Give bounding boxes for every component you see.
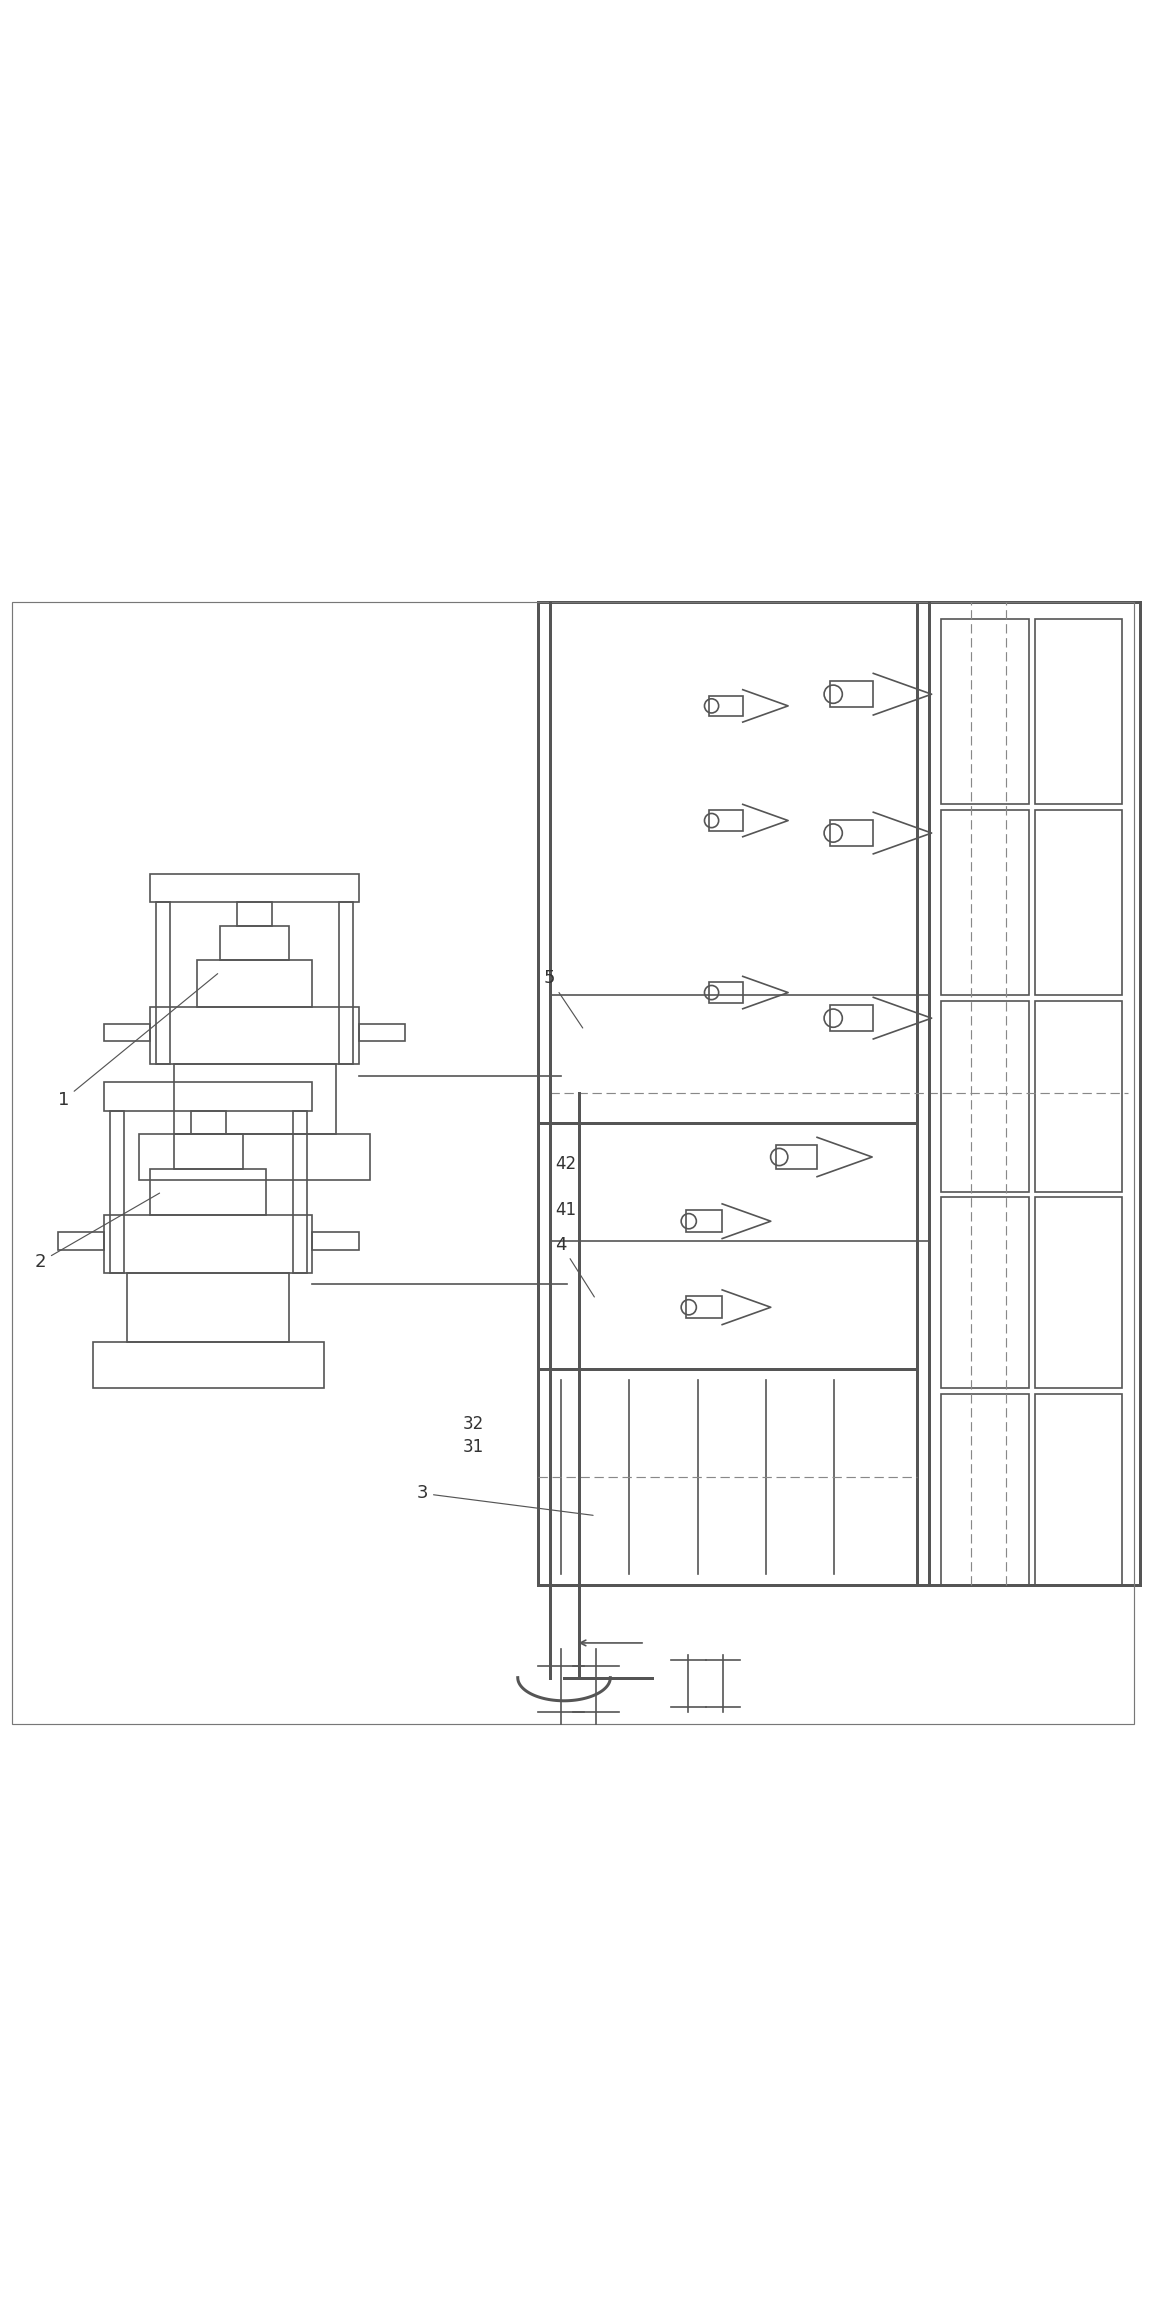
Bar: [830, 1004, 874, 1032]
Bar: [709, 810, 743, 831]
Bar: [709, 983, 743, 1002]
Bar: [941, 810, 1029, 995]
Bar: [174, 1064, 336, 1134]
Text: 2: 2: [35, 1194, 160, 1270]
Bar: [191, 1111, 226, 1134]
Bar: [110, 1111, 124, 1273]
Bar: [830, 819, 874, 847]
Bar: [197, 960, 312, 1007]
Bar: [830, 680, 874, 708]
Bar: [174, 1134, 243, 1169]
Bar: [941, 1199, 1029, 1388]
Bar: [139, 1134, 370, 1180]
Bar: [150, 1007, 359, 1064]
Text: 42: 42: [555, 1155, 576, 1173]
Bar: [293, 1111, 307, 1273]
Bar: [941, 1000, 1029, 1192]
Text: 1: 1: [58, 974, 218, 1108]
Bar: [941, 1393, 1029, 1585]
Text: 4: 4: [555, 1236, 595, 1296]
Bar: [312, 1231, 359, 1250]
Bar: [538, 1368, 918, 1585]
Bar: [1034, 1199, 1122, 1388]
Bar: [538, 1122, 918, 1368]
Bar: [220, 926, 289, 960]
Text: 32: 32: [463, 1414, 484, 1432]
Bar: [58, 1231, 104, 1250]
Bar: [237, 902, 272, 926]
Bar: [150, 875, 359, 902]
Bar: [1034, 1000, 1122, 1192]
Text: 41: 41: [555, 1201, 576, 1219]
Bar: [686, 1210, 722, 1231]
Bar: [686, 1296, 722, 1319]
Bar: [941, 620, 1029, 805]
Bar: [1034, 810, 1122, 995]
Bar: [775, 1145, 817, 1169]
Bar: [709, 697, 743, 715]
Bar: [104, 1023, 150, 1041]
Bar: [538, 602, 1140, 1585]
Bar: [359, 1023, 405, 1041]
Text: 5: 5: [544, 970, 583, 1027]
Bar: [339, 902, 353, 1064]
Bar: [538, 602, 918, 1122]
Bar: [156, 902, 170, 1064]
Bar: [150, 1169, 266, 1215]
Bar: [93, 1342, 324, 1388]
Bar: [1034, 1393, 1122, 1585]
Bar: [104, 1081, 312, 1111]
Bar: [104, 1215, 312, 1273]
Text: 31: 31: [463, 1437, 484, 1456]
Text: 3: 3: [417, 1483, 594, 1516]
Bar: [127, 1273, 289, 1342]
Bar: [1034, 620, 1122, 805]
